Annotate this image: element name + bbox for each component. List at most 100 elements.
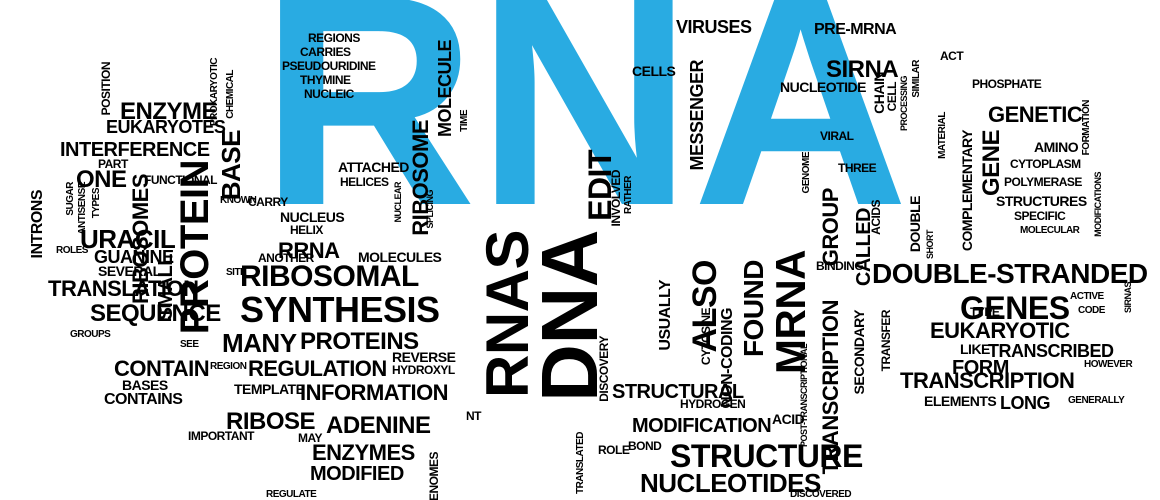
word-usually: USUALLY [658, 280, 674, 351]
word-carries: CARRIES [300, 46, 351, 58]
word-interference: INTERFERENCE [60, 140, 210, 160]
word-processing: PROCESSING [900, 76, 909, 131]
word-sirnas: SIRNAS [1124, 282, 1133, 313]
word-short: SHORT [926, 230, 935, 259]
word-functional: FUNCTIONAL [144, 174, 217, 186]
word-nucleotide: NUCLEOTIDE [780, 80, 866, 94]
word-cytoplasm: CYTOPLASM [1010, 158, 1081, 170]
word-form: FORM [952, 358, 1009, 378]
word-amino: AMINO [1034, 140, 1078, 154]
word-genomes: GENOMES [428, 452, 440, 500]
wordcloud-canvas: RNADNARNASPROTEINMRNASYNTHESISRIBOSOMALD… [0, 0, 1160, 500]
word-types: TYPES [92, 188, 102, 218]
word-cytosine: CYTOSINE [700, 308, 712, 365]
word-discovered: DISCOVERED [790, 490, 851, 500]
word-transcription: TRANSCRIPTION [820, 300, 842, 474]
word-act: ACT [940, 50, 963, 62]
word-introns: INTRONS [30, 190, 46, 259]
word-eukaryotes: EUKARYOTES [106, 118, 225, 136]
word-found: FOUND [740, 260, 768, 357]
word-reverse: REVERSE [392, 350, 455, 364]
word-nucleus: NUCLEUS [280, 210, 344, 224]
word-regulation: REGULATION [248, 358, 387, 380]
word-bond: BOND [628, 440, 661, 452]
word-modification: MODIFICATION [632, 416, 771, 436]
word-sugar: SUGAR [66, 182, 76, 216]
word-generally: GENERALLY [1068, 396, 1124, 406]
word-structures: STRUCTURES [996, 194, 1087, 208]
word-involved: INVOLVED [610, 170, 622, 226]
word-helix: HELIX [290, 224, 323, 236]
word-base: BASE [218, 130, 244, 200]
word-site: SITE [226, 268, 246, 278]
word-pseudouridine: PSEUDOURIDINE [282, 60, 376, 72]
word-like: LIKE [960, 342, 990, 356]
word-eukaryotic: EUKARYOTIC [930, 320, 1070, 342]
word-another: ANOTHER [258, 252, 314, 264]
word-small: SMALL [156, 254, 176, 320]
word-viruses: VIRUSES [676, 18, 752, 36]
word-messenger: MESSENGER [688, 60, 706, 171]
word-modified: MODIFIED [310, 464, 404, 484]
word-contains: CONTAINS [104, 392, 182, 408]
word-material: MATERIAL [938, 112, 948, 159]
word-double-stranded: DOUBLE-STRANDED [872, 260, 1148, 288]
word-molecules: MOLECULES [358, 250, 441, 264]
word-translated: TRANSLATED [576, 432, 586, 494]
word-synthesis: SYNTHESIS [240, 292, 440, 328]
word-antisense: ANTISENSE [78, 182, 88, 235]
word-post-transcriptional: POST-TRANSCRIPTIONAL [800, 344, 809, 447]
word-chain: CHAIN [872, 72, 886, 114]
word-however: HOWEVER [1084, 360, 1132, 370]
word-bases: BASES [122, 378, 168, 392]
word-complementary: COMPLEMENTARY [960, 130, 974, 251]
word-helices: HELICES [340, 176, 389, 188]
word-template: TEMPLATE [234, 382, 304, 396]
word-discovery: DISCOVERY [598, 336, 610, 402]
word-group: GROUP [820, 188, 842, 266]
word-splicing: SPLICING [426, 190, 435, 229]
word-gene: GENE [980, 130, 1004, 196]
word-may: MAY [298, 432, 322, 444]
word-prokaryotic: PROKARYOTIC [210, 58, 220, 126]
word-attached: ATTACHED [338, 160, 409, 174]
word-rnas: RNAS [478, 230, 538, 398]
word-position: POSITION [100, 62, 112, 115]
word-non-coding: NON-CODING [720, 308, 736, 408]
word-long: LONG [1000, 394, 1050, 412]
word-region: REGION [210, 362, 246, 372]
word-elements: ELEMENTS [924, 394, 996, 408]
word-regions: REGIONS [308, 32, 360, 44]
word-time: TIME [460, 110, 470, 132]
word-nucleic: NUCLEIC [304, 88, 354, 100]
word-groups: GROUPS [70, 330, 110, 340]
word-chemical: CHEMICAL [226, 70, 236, 119]
word-genome: GENOME [802, 152, 812, 193]
word-regulate: REGULATE [266, 490, 316, 500]
word-ribosomes: RIBOSOMES [130, 174, 152, 304]
word-adenine: ADENINE [326, 414, 431, 438]
word-cell: CELL [886, 82, 898, 111]
word-thymine: THYMINE [300, 74, 351, 86]
word-rather: RATHER [624, 176, 634, 214]
word-phosphate: PHOSPHATE [972, 78, 1041, 90]
word-information: INFORMATION [300, 382, 448, 404]
word-role: ROLE [598, 444, 629, 456]
word-see: SEE [180, 340, 199, 350]
word-nuclear: NUCLEAR [394, 182, 403, 223]
word-ribosomal: RIBOSOMAL [240, 262, 419, 292]
word-transfer: TRANSFER [880, 310, 892, 371]
word-code: CODE [1078, 306, 1105, 316]
word-secondary: SECONDARY [852, 310, 866, 394]
word-roles: ROLES [56, 246, 88, 256]
word-polymerase: POLYMERASE [1004, 176, 1082, 188]
word-nt: NT [466, 410, 481, 422]
word-modifications: MODIFICATIONS [1094, 172, 1103, 237]
word-similar: SIMILAR [912, 60, 922, 98]
word-viral: VIRAL [820, 130, 854, 142]
word-double: DOUBLE [908, 196, 922, 252]
word-pre-mrna: PRE-MRNA [814, 22, 896, 38]
word-many: MANY [222, 330, 297, 356]
word-cells: CELLS [632, 64, 675, 78]
word-part: PART [98, 158, 128, 170]
